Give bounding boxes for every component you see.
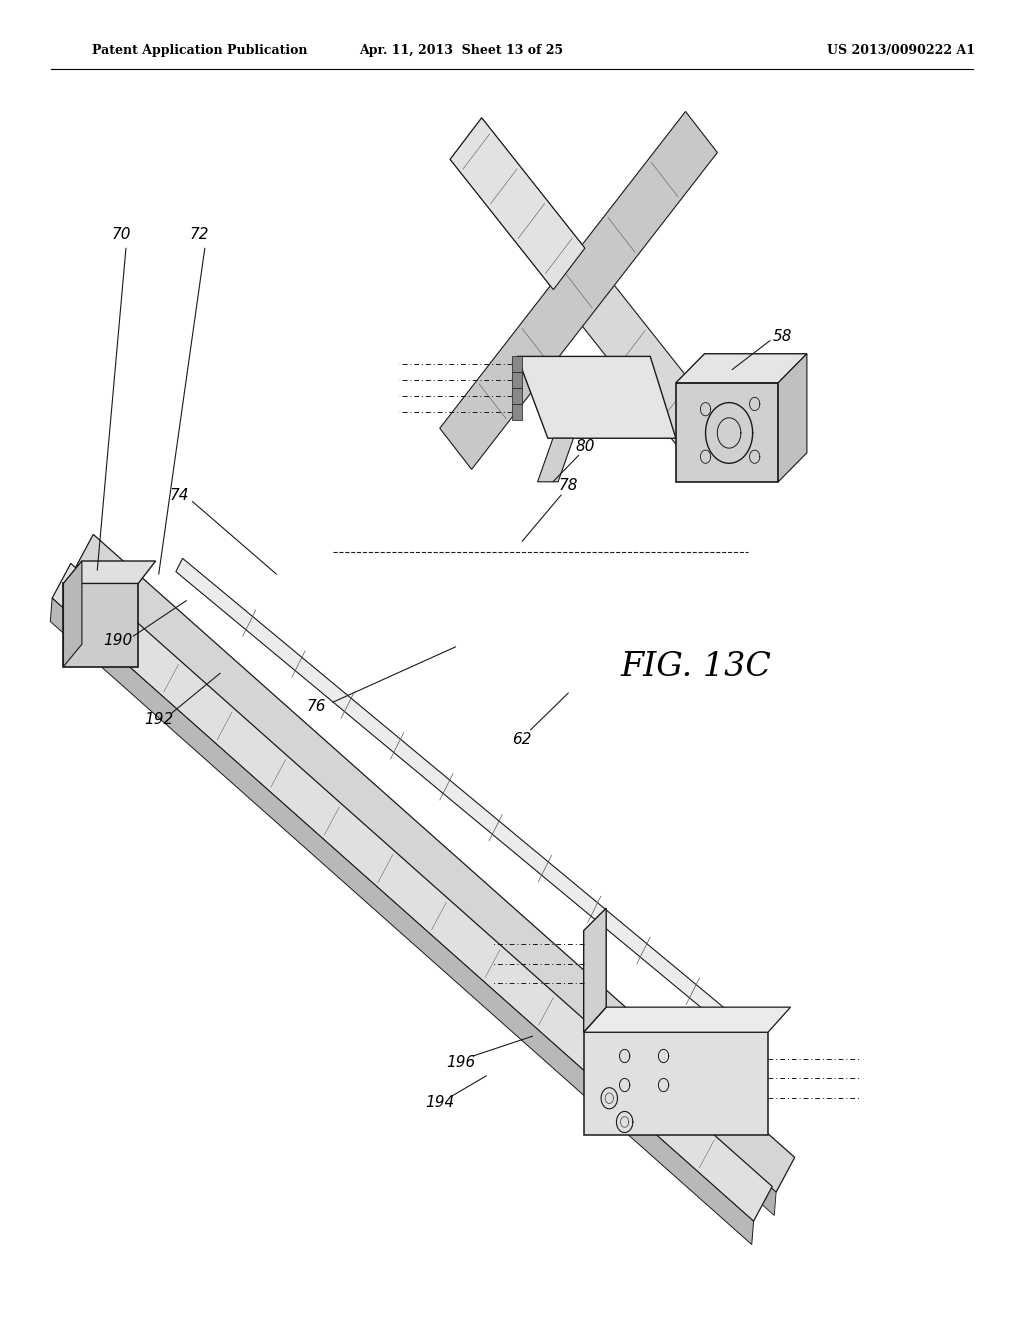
Polygon shape (538, 438, 573, 482)
Polygon shape (75, 535, 795, 1192)
Polygon shape (63, 561, 156, 583)
Polygon shape (584, 908, 606, 1032)
Text: 58: 58 (773, 329, 793, 345)
Text: Apr. 11, 2013  Sheet 13 of 25: Apr. 11, 2013 Sheet 13 of 25 (358, 44, 563, 57)
Text: 70: 70 (111, 227, 131, 243)
Polygon shape (50, 598, 754, 1245)
Polygon shape (451, 117, 727, 470)
Polygon shape (63, 561, 82, 667)
Text: 196: 196 (446, 1055, 475, 1071)
Polygon shape (584, 1007, 791, 1032)
Text: 76: 76 (306, 698, 326, 714)
Text: 80: 80 (575, 438, 596, 454)
Polygon shape (584, 1032, 768, 1135)
Text: 194: 194 (426, 1094, 455, 1110)
Text: 72: 72 (189, 227, 210, 243)
Polygon shape (676, 383, 778, 482)
Polygon shape (512, 388, 522, 404)
Polygon shape (676, 354, 807, 383)
Text: Patent Application Publication: Patent Application Publication (92, 44, 307, 57)
Text: 62: 62 (512, 731, 532, 747)
Polygon shape (52, 564, 772, 1221)
Text: 190: 190 (103, 632, 132, 648)
Polygon shape (176, 558, 766, 1056)
Text: 78: 78 (558, 478, 579, 494)
Polygon shape (778, 354, 807, 482)
Text: FIG. 13C: FIG. 13C (621, 651, 772, 682)
Polygon shape (512, 356, 522, 372)
Polygon shape (517, 356, 676, 438)
Polygon shape (512, 372, 522, 388)
Text: 192: 192 (144, 711, 173, 727)
Polygon shape (63, 583, 138, 667)
Polygon shape (439, 111, 718, 470)
Polygon shape (512, 404, 522, 420)
Text: 74: 74 (169, 487, 189, 503)
Text: US 2013/0090222 A1: US 2013/0090222 A1 (827, 44, 975, 57)
Polygon shape (73, 569, 776, 1216)
Polygon shape (451, 117, 585, 289)
